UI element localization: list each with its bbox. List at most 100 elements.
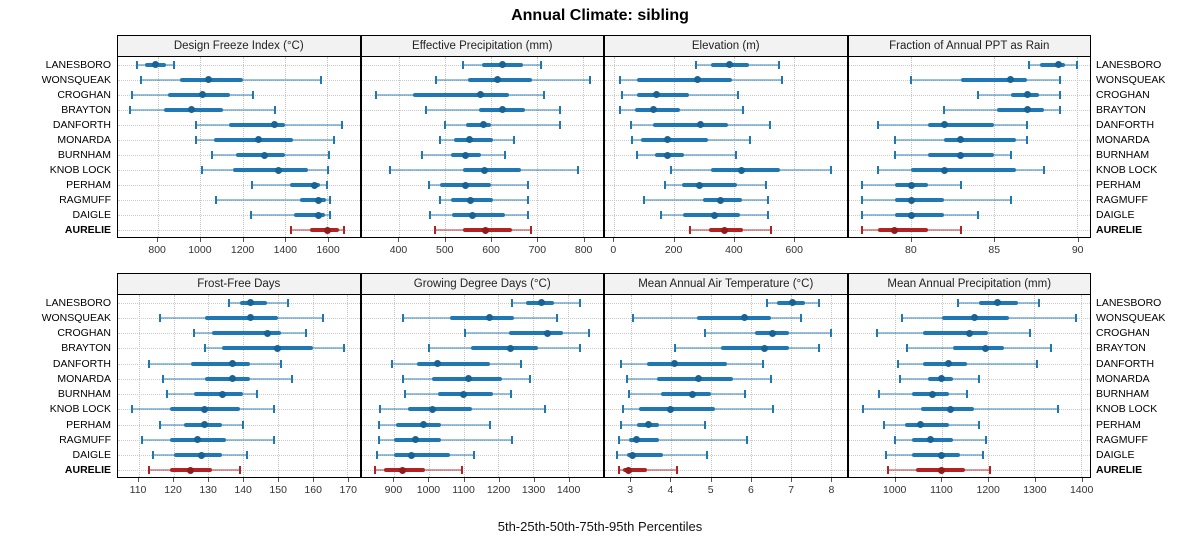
median-dot <box>993 299 1001 307</box>
axis-tick-label: 1000 <box>188 244 212 256</box>
whisker-cap <box>673 344 676 353</box>
whisker-cap <box>165 390 168 399</box>
vertical-gridline <box>399 57 401 237</box>
horizontal-gridline <box>848 470 1090 472</box>
whisker <box>620 423 705 426</box>
iqr-bar <box>904 422 949 427</box>
whisker-cap <box>1009 151 1012 160</box>
vertical-gridline <box>733 57 735 237</box>
median-dot <box>945 360 953 368</box>
whisker-cap <box>689 226 692 235</box>
iqr-bar <box>638 407 715 412</box>
whisker-cap <box>424 105 427 114</box>
whisker-cap <box>1049 344 1052 353</box>
whisker-cap <box>617 466 620 475</box>
horizontal-gridline <box>605 424 847 426</box>
vertical-gridline <box>674 57 676 237</box>
axis-tick <box>398 238 400 242</box>
axis-tick-label: 170 <box>339 484 357 496</box>
whisker-cap <box>887 466 890 475</box>
axis-tick <box>278 478 280 482</box>
whisker-cap <box>829 329 832 338</box>
median-dot <box>663 136 671 144</box>
iqr-bar <box>960 77 1028 82</box>
vertical-gridline <box>157 57 159 237</box>
whisker-cap <box>530 226 533 235</box>
median-dot <box>891 226 899 234</box>
median-dot <box>507 344 515 352</box>
whisker-cap <box>401 374 404 383</box>
site-label-left: AURELIE <box>64 464 111 477</box>
axis-tick-label: 1100 <box>452 484 475 496</box>
whisker-cap <box>629 120 632 129</box>
iqr-bar <box>462 168 521 173</box>
median-dot <box>254 136 262 144</box>
whisker-cap <box>326 181 329 190</box>
whisker-cap <box>540 60 543 69</box>
whisker-cap <box>770 226 773 235</box>
median-dot <box>725 61 733 69</box>
whisker-cap <box>1075 60 1078 69</box>
whisker <box>216 199 331 202</box>
median-dot <box>667 405 675 413</box>
iqr-bar <box>470 346 539 351</box>
iqr-bar <box>508 331 563 336</box>
vertical-gridline <box>895 295 897 477</box>
whisker-cap <box>511 298 514 307</box>
whisker-cap <box>1059 90 1062 99</box>
iqr-bar <box>228 122 285 127</box>
vertical-gridline <box>670 295 672 477</box>
whisker-cap <box>737 90 740 99</box>
horizontal-gridline <box>848 109 1090 111</box>
panel-header: Elevation (m) <box>604 35 848 57</box>
whisker-cap <box>201 166 204 175</box>
whisker-cap <box>619 75 622 84</box>
whisker-cap <box>769 374 772 383</box>
whisker <box>636 154 737 157</box>
axis-tick <box>750 478 752 482</box>
axis-tick <box>670 478 672 482</box>
median-dot <box>323 226 331 234</box>
median-dot <box>261 151 269 159</box>
horizontal-gridline <box>118 302 360 304</box>
axis-tick <box>733 238 735 242</box>
whisker-cap <box>617 435 620 444</box>
median-dot <box>201 405 209 413</box>
axis-tick <box>994 238 996 242</box>
whisker <box>252 184 328 187</box>
whisker-cap <box>238 466 241 475</box>
axis-tick <box>444 238 446 242</box>
whisker-cap <box>242 420 245 429</box>
panel-header: Frost-Free Days <box>117 273 361 295</box>
site-label-left: RAGMUFF <box>59 194 111 207</box>
horizontal-gridline <box>361 155 603 157</box>
whisker-cap <box>328 151 331 160</box>
median-dot <box>263 329 271 337</box>
vertical-gridline <box>284 57 286 237</box>
horizontal-gridline <box>118 230 360 232</box>
whisker-cap <box>631 313 634 322</box>
site-label-right: WONSQUEAK <box>1096 311 1166 324</box>
whisker-cap <box>488 420 491 429</box>
median-dot <box>938 375 946 383</box>
whisker-cap <box>829 166 832 175</box>
median-dot <box>1023 91 1031 99</box>
panel-header: Growing Degree Days (°C) <box>360 273 604 295</box>
whisker-cap <box>741 105 744 114</box>
whisker-cap <box>526 211 529 220</box>
vertical-gridline <box>750 295 752 477</box>
whisker-cap <box>148 359 151 368</box>
site-label-left: CROGHAN <box>57 327 111 340</box>
horizontal-gridline <box>361 302 603 304</box>
whisker-cap <box>959 226 962 235</box>
iqr-bar <box>927 122 995 127</box>
whisker-cap <box>542 90 545 99</box>
panel-header: Mean Annual Air Temperature (°C) <box>604 273 848 295</box>
site-label-right: BURNHAM <box>1096 388 1150 401</box>
whisker-cap <box>388 166 391 175</box>
median-dot <box>947 405 955 413</box>
vertical-gridline <box>988 295 990 477</box>
axis-tick <box>498 478 500 482</box>
whisker-cap <box>976 211 979 220</box>
axis-tick-label: 800 <box>148 244 166 256</box>
